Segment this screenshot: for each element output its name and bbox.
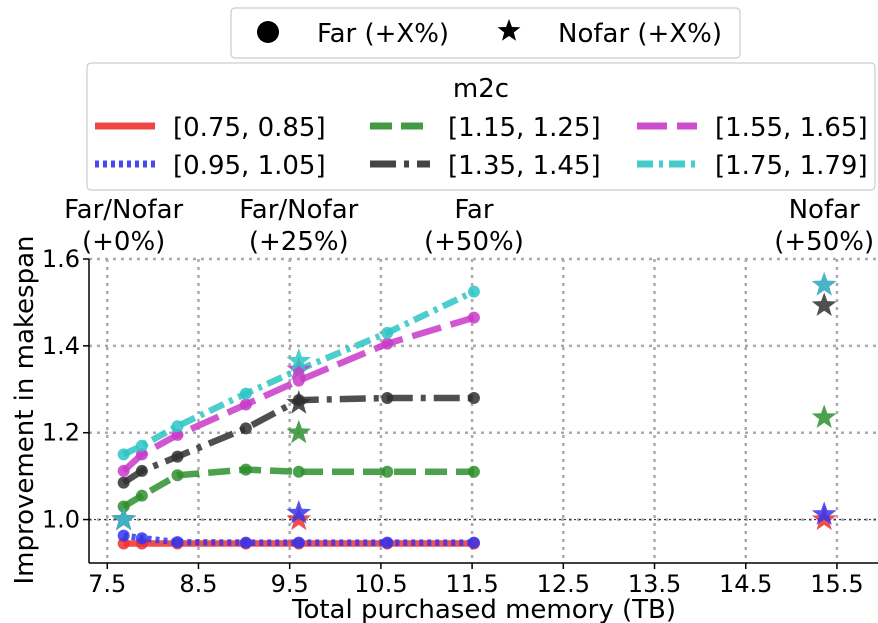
marker-legend-circle-icon	[257, 21, 279, 43]
top-annotation-2-line2: (+50%)	[424, 227, 524, 257]
x-tick-label-7: 14.5	[719, 570, 772, 598]
series-3-point-1	[135, 464, 148, 477]
x-tick-label-2: 9.5	[271, 570, 309, 598]
series-legend-label-3: [1.35, 1.45]	[448, 151, 601, 181]
series-4-star-1	[286, 356, 312, 381]
x-tick-label-3: 10.5	[354, 570, 407, 598]
marker-legend-label-far: Far (+X%)	[317, 19, 449, 49]
series-5-point-1	[135, 439, 148, 452]
marker-legend-label-nofar: Nofar (+X%)	[558, 19, 722, 49]
top-annotation-2-line1: Far	[454, 195, 494, 225]
series-1-point-4	[292, 536, 305, 549]
series-1-point-3	[239, 536, 252, 549]
series-4-point-6	[467, 311, 480, 324]
top-annotation-1-line2: (+25%)	[249, 227, 349, 257]
top-annotation-3-line2: (+50%)	[774, 227, 874, 257]
series-5-point-3	[239, 387, 252, 400]
series-2-point-6	[467, 465, 480, 478]
series-3-point-6	[467, 391, 480, 404]
series-3-point-3	[239, 422, 252, 435]
series-2-point-5	[381, 465, 394, 478]
series-4-point-2	[171, 428, 184, 441]
y-tick-label-3: 1.6	[42, 245, 80, 273]
series-2-point-1	[135, 489, 148, 502]
series-legend-label-0: [0.75, 0.85]	[173, 113, 326, 143]
series-1-star-1	[286, 500, 312, 524]
series-4-point-3	[239, 398, 252, 411]
y-tick-label-1: 1.2	[42, 419, 80, 447]
top-annotation-3-line1: Nofar	[789, 195, 860, 225]
x-tick-label-1: 8.5	[179, 570, 217, 598]
series-5-point-6	[467, 285, 480, 298]
series-legend-label-5: [1.75, 1.79]	[715, 151, 868, 181]
series-5-point-5	[381, 326, 394, 339]
y-axis-label: Improvement in makespan	[10, 236, 40, 585]
series-3-point-2	[171, 450, 184, 463]
series-4-point-5	[381, 337, 394, 350]
x-tick-label-0: 7.5	[88, 570, 126, 598]
x-axis-label: Total purchased memory (TB)	[291, 595, 676, 623]
series-1-star-2	[811, 501, 837, 525]
x-tick-label-4: 11.5	[445, 570, 498, 598]
top-annotation-0-line2: (+0%)	[82, 227, 165, 257]
y-tick-label-0: 1.0	[42, 506, 80, 534]
top-annotation-1-line1: Far/Nofar	[239, 195, 358, 225]
series-1-point-2	[171, 536, 184, 549]
series-4-point-1	[135, 448, 148, 461]
series-2-star-2	[811, 404, 837, 429]
series-1-point-5	[381, 536, 394, 549]
series-3-point-5	[381, 391, 394, 404]
series-2-point-4	[292, 465, 305, 478]
x-tick-label-5: 12.5	[537, 570, 590, 598]
series-legend-label-1: [0.95, 1.05]	[173, 151, 326, 181]
series-3-star-1	[286, 390, 312, 414]
series-3-star-2	[811, 292, 837, 316]
series-legend: m2c [0.75, 0.85] [0.95, 1.05] [1.15, 1.25]…	[86, 62, 876, 191]
x-tick-label-8: 15.5	[810, 570, 863, 598]
x-tick-label-6: 13.5	[628, 570, 681, 598]
series-1-point-1	[135, 532, 148, 545]
series-5-star-1	[286, 348, 312, 372]
series-5-star-2	[811, 272, 837, 296]
series-5-star-0	[111, 506, 137, 531]
series-5-point-2	[171, 420, 184, 433]
series-legend-frame	[86, 62, 876, 191]
marker-legend-frame	[230, 7, 741, 59]
marker-legend: Far (+X%) Nofar (+X%)	[230, 7, 741, 59]
top-annotations: Far/Nofar(+0%)Far/Nofar(+25%)Far(+50%)No…	[64, 195, 874, 257]
series-2-point-3	[239, 463, 252, 476]
series-4-point-0	[117, 464, 130, 477]
series-legend-label-2: [1.15, 1.25]	[448, 113, 601, 143]
series-legend-label-4: [1.55, 1.65]	[715, 113, 868, 143]
series-2-point-0	[117, 500, 130, 513]
marker-legend-star-icon	[497, 19, 521, 41]
series-2-point-2	[171, 469, 184, 482]
series-1-point-6	[467, 536, 480, 549]
series-2-star-1	[286, 419, 312, 444]
series-5-point-0	[117, 448, 130, 461]
plot-area: 7.5 8.5 9.5 10.5 11.5 12.5 13.5 14.5 15.5 1.0 1.2 1…	[42, 245, 878, 598]
series-legend-title: m2c	[453, 74, 509, 104]
top-annotation-0-line1: Far/Nofar	[64, 195, 183, 225]
series-4-point-4	[292, 374, 305, 387]
y-tick-label-2: 1.4	[42, 332, 80, 360]
series-1-point-0	[117, 529, 130, 542]
series-3-point-0	[117, 476, 130, 489]
